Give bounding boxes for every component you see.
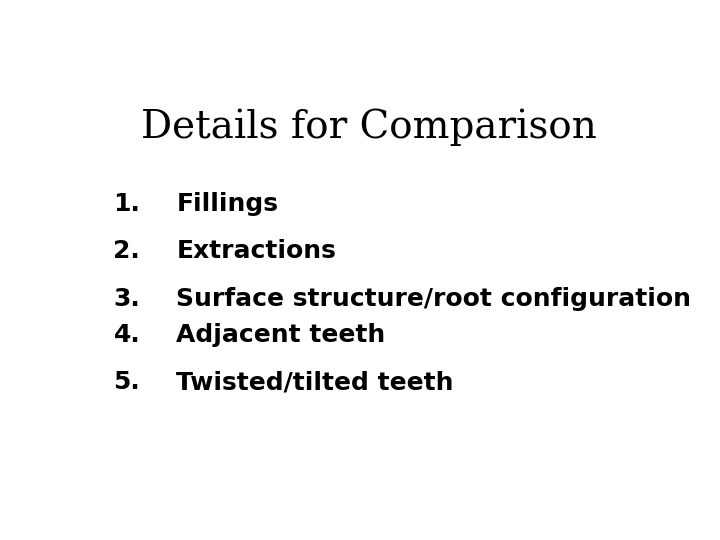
Text: Details for Comparison: Details for Comparison [141, 109, 597, 146]
Text: Surface structure/root configuration: Surface structure/root configuration [176, 287, 691, 311]
Text: Twisted/tilted teeth: Twisted/tilted teeth [176, 370, 454, 394]
Text: Fillings: Fillings [176, 192, 279, 215]
Text: 1.: 1. [113, 192, 140, 215]
Text: 2.: 2. [114, 239, 140, 264]
Text: Extractions: Extractions [176, 239, 336, 264]
Text: Adjacent teeth: Adjacent teeth [176, 322, 386, 347]
Text: 5.: 5. [114, 370, 140, 394]
Text: 3.: 3. [114, 287, 140, 311]
Text: 4.: 4. [114, 322, 140, 347]
